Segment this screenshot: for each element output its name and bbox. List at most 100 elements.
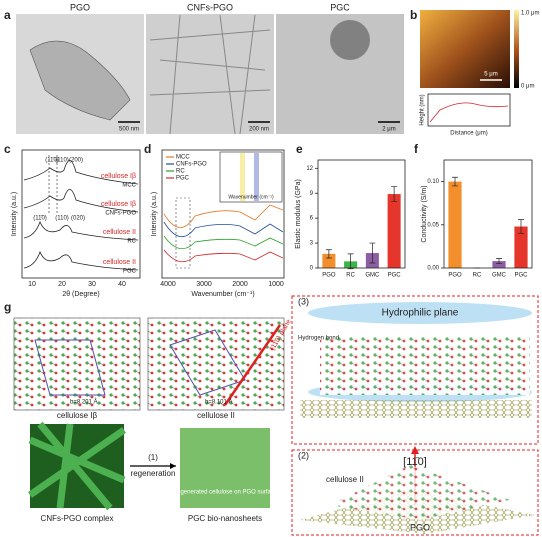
polymorph-label: cellulose Iβ <box>57 411 98 420</box>
panel-c: c Intensity (a.u.) 2θ (Degree) <box>4 142 141 298</box>
curve <box>23 189 139 213</box>
substrate-label: PGO <box>410 522 430 532</box>
photo-note: Regenerated cellulose on PGO surface <box>173 490 278 496</box>
x-tick-label: RC <box>346 273 355 279</box>
legend-label: RC <box>176 169 185 175</box>
panel-letter: g <box>4 300 11 314</box>
molecules <box>330 465 510 520</box>
caption: CNFs-PGO complex <box>41 514 114 523</box>
arrowhead <box>170 463 176 469</box>
scale-label: 500 nm <box>119 127 139 133</box>
x-tick-label: GMC <box>492 273 507 279</box>
axes <box>317 159 406 269</box>
panel-letter: c <box>4 142 11 156</box>
step-label: (2) <box>298 450 309 460</box>
colorbar-label: 0 μm <box>521 84 534 90</box>
error-bar <box>391 186 398 202</box>
panel-g: g b=8.201 Å b=8.101 Å (11̄0) plane cellu… <box>4 300 293 523</box>
x-tick-label: 40 <box>118 281 126 288</box>
bar <box>492 261 506 268</box>
spectrum <box>163 221 284 237</box>
axis-label: Intensity (a.u.) <box>11 192 18 236</box>
frame <box>291 295 539 445</box>
image-label: CNFs-PGO <box>187 2 233 12</box>
x-tick-label: 20 <box>58 281 66 288</box>
spectrum <box>163 249 284 263</box>
panel-b: b 5 μm 1.0 μm 0 μm Distance (μm) Height … <box>410 8 539 136</box>
sample-label: PGC <box>123 269 137 275</box>
fibers <box>149 14 271 135</box>
x-tick-label: RC <box>473 273 482 279</box>
phase-label: cellulose II <box>103 259 136 266</box>
inset-label: Wavenumber (cm⁻¹) <box>228 194 274 200</box>
panel-letter: f <box>414 142 419 156</box>
panel-letter: e <box>296 142 303 156</box>
afm-image <box>420 10 510 88</box>
error-bar <box>452 176 458 187</box>
crystal-view <box>147 317 285 411</box>
y-tick-label: 6 <box>310 216 314 222</box>
band <box>240 153 245 201</box>
x-tick-label: PGO <box>322 273 336 279</box>
zoom-box <box>175 197 191 269</box>
error-bar <box>347 253 354 270</box>
y-tick-label: 0 <box>310 266 314 272</box>
x-tick-label: 4000 <box>160 281 176 288</box>
phase-label: cellulose Iβ <box>101 173 136 180</box>
schematic-3: (3) Hydrophilic plane Hydrogen bond <box>291 295 539 505</box>
phase-label: cellulose Iβ <box>101 201 136 208</box>
peak-label: (020) <box>71 216 85 222</box>
panel-letter: a <box>4 8 11 22</box>
tem-image <box>146 14 274 134</box>
step-label: (3) <box>298 296 309 306</box>
colorbar <box>514 10 519 88</box>
y-tick-label: 0.05 <box>427 222 439 228</box>
image-label: PGC <box>330 2 350 12</box>
caption: PGC bio-nanosheets <box>188 514 262 523</box>
panel-a: a PGO CNFs-PGO PGC 500 nm 200 nm 2 μm <box>4 2 404 135</box>
axis-label: Wavenumber (cm⁻¹) <box>191 291 254 298</box>
y-tick-label: 9 <box>310 191 314 197</box>
axis-label: Intensity (a.u.) <box>151 192 158 236</box>
plane <box>308 302 532 324</box>
x-tick-label: 30 <box>88 281 96 288</box>
flake <box>29 40 131 121</box>
x-tick-label: 10 <box>28 281 36 288</box>
bond-label: Hydrogen bond <box>298 336 339 342</box>
peak-label: (200) <box>69 158 83 164</box>
legend-label: CNFs-PGO <box>176 162 207 168</box>
y-tick-label: 0.10 <box>427 179 439 185</box>
error-bar <box>369 242 376 264</box>
x-tick-label: 2000 <box>232 281 248 288</box>
y-tick-label: 3 <box>310 241 314 247</box>
peak-label: (110) <box>55 158 69 164</box>
axis-label: 2θ (Degree) <box>62 291 99 298</box>
step-label: regeneration <box>131 469 176 478</box>
sample-label: MCC <box>122 183 136 189</box>
step-label: (1) <box>148 453 158 462</box>
bar <box>387 194 401 268</box>
curve <box>23 250 139 271</box>
x-tick-label: PGC <box>514 273 528 279</box>
x-tick-label: GMC <box>365 273 380 279</box>
band <box>254 153 259 201</box>
scale-label: 5 μm <box>484 72 497 78</box>
scale-label: 2 μm <box>382 127 395 133</box>
x-tick-label: PGO <box>448 273 462 279</box>
cell-label: b=8.201 Å <box>70 399 98 406</box>
cell-label: b=8.101 Å <box>205 399 233 406</box>
curve <box>23 220 139 241</box>
y-axis-label: Elastic modulus (GPa) <box>295 179 302 249</box>
bar <box>322 253 336 268</box>
image-label: PGO <box>70 2 90 12</box>
peak-label: (110) <box>55 216 69 222</box>
graphene <box>300 400 532 418</box>
spectrum <box>163 204 284 228</box>
y-tick-label: 0.00 <box>427 266 439 272</box>
cellulose-label: cellulose II <box>326 475 364 484</box>
peak-label: (11̄0) <box>45 158 59 164</box>
bar <box>514 226 528 268</box>
peak-label: (11̄0) <box>33 216 47 222</box>
molecules <box>320 335 530 395</box>
